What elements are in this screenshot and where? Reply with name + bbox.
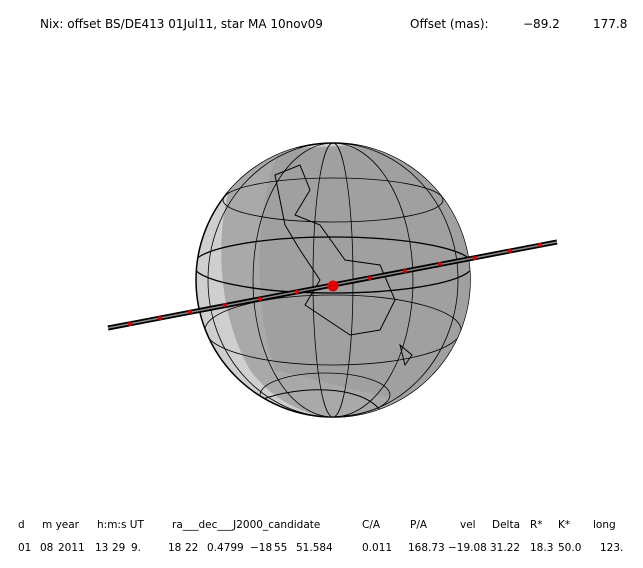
- table-row: 01 08 2011 13 29 9. 18 22 0.4799 −18 55 …: [18, 542, 623, 554]
- column-header: d: [18, 519, 25, 531]
- offset-value: 177.8: [593, 17, 627, 31]
- cell: 50.0: [558, 542, 581, 554]
- cell: 18.3: [530, 542, 553, 554]
- column-header: P/A: [410, 519, 428, 531]
- cell: 168.73: [408, 542, 445, 554]
- cell: 31.22: [490, 542, 520, 554]
- cell: −18: [250, 542, 272, 554]
- title: Nix: offset BS/DE413 01Jul11, star MA 10…: [40, 17, 323, 31]
- column-header: R*: [530, 519, 543, 531]
- offset-label: Offset (mas):: [410, 17, 489, 31]
- cell: 123.: [600, 542, 623, 554]
- cell: 51.584: [296, 542, 333, 554]
- cell: 18: [168, 542, 181, 554]
- cell: 13: [95, 542, 108, 554]
- table-header: d m year h:m:s UT ra___dec___J2000_candi…: [18, 519, 616, 531]
- cell: 29: [112, 542, 125, 554]
- cell: 55: [274, 542, 287, 554]
- offset-value: −89.2: [523, 17, 560, 31]
- globe: [195, 142, 471, 418]
- cell: 01: [18, 542, 31, 554]
- cell: 0.4799: [207, 542, 244, 554]
- column-header: h:m:s UT: [97, 519, 144, 531]
- occultation-path: [107, 239, 558, 331]
- column-header: m year: [42, 519, 80, 531]
- column-header: ra___dec___J2000_candidate: [172, 519, 320, 531]
- column-header: Delta: [492, 519, 520, 531]
- cell: 08: [40, 542, 53, 554]
- column-header: vel: [460, 519, 476, 531]
- column-header: C/A: [362, 519, 381, 531]
- cell: 22: [185, 542, 198, 554]
- cell: 0.011: [362, 542, 392, 554]
- event-marker: [327, 280, 339, 292]
- cell: 2011: [58, 542, 85, 554]
- column-header: K*: [558, 519, 570, 531]
- cell: −19.08: [448, 542, 487, 554]
- cell: 9.: [131, 542, 141, 554]
- column-header: long: [593, 519, 616, 531]
